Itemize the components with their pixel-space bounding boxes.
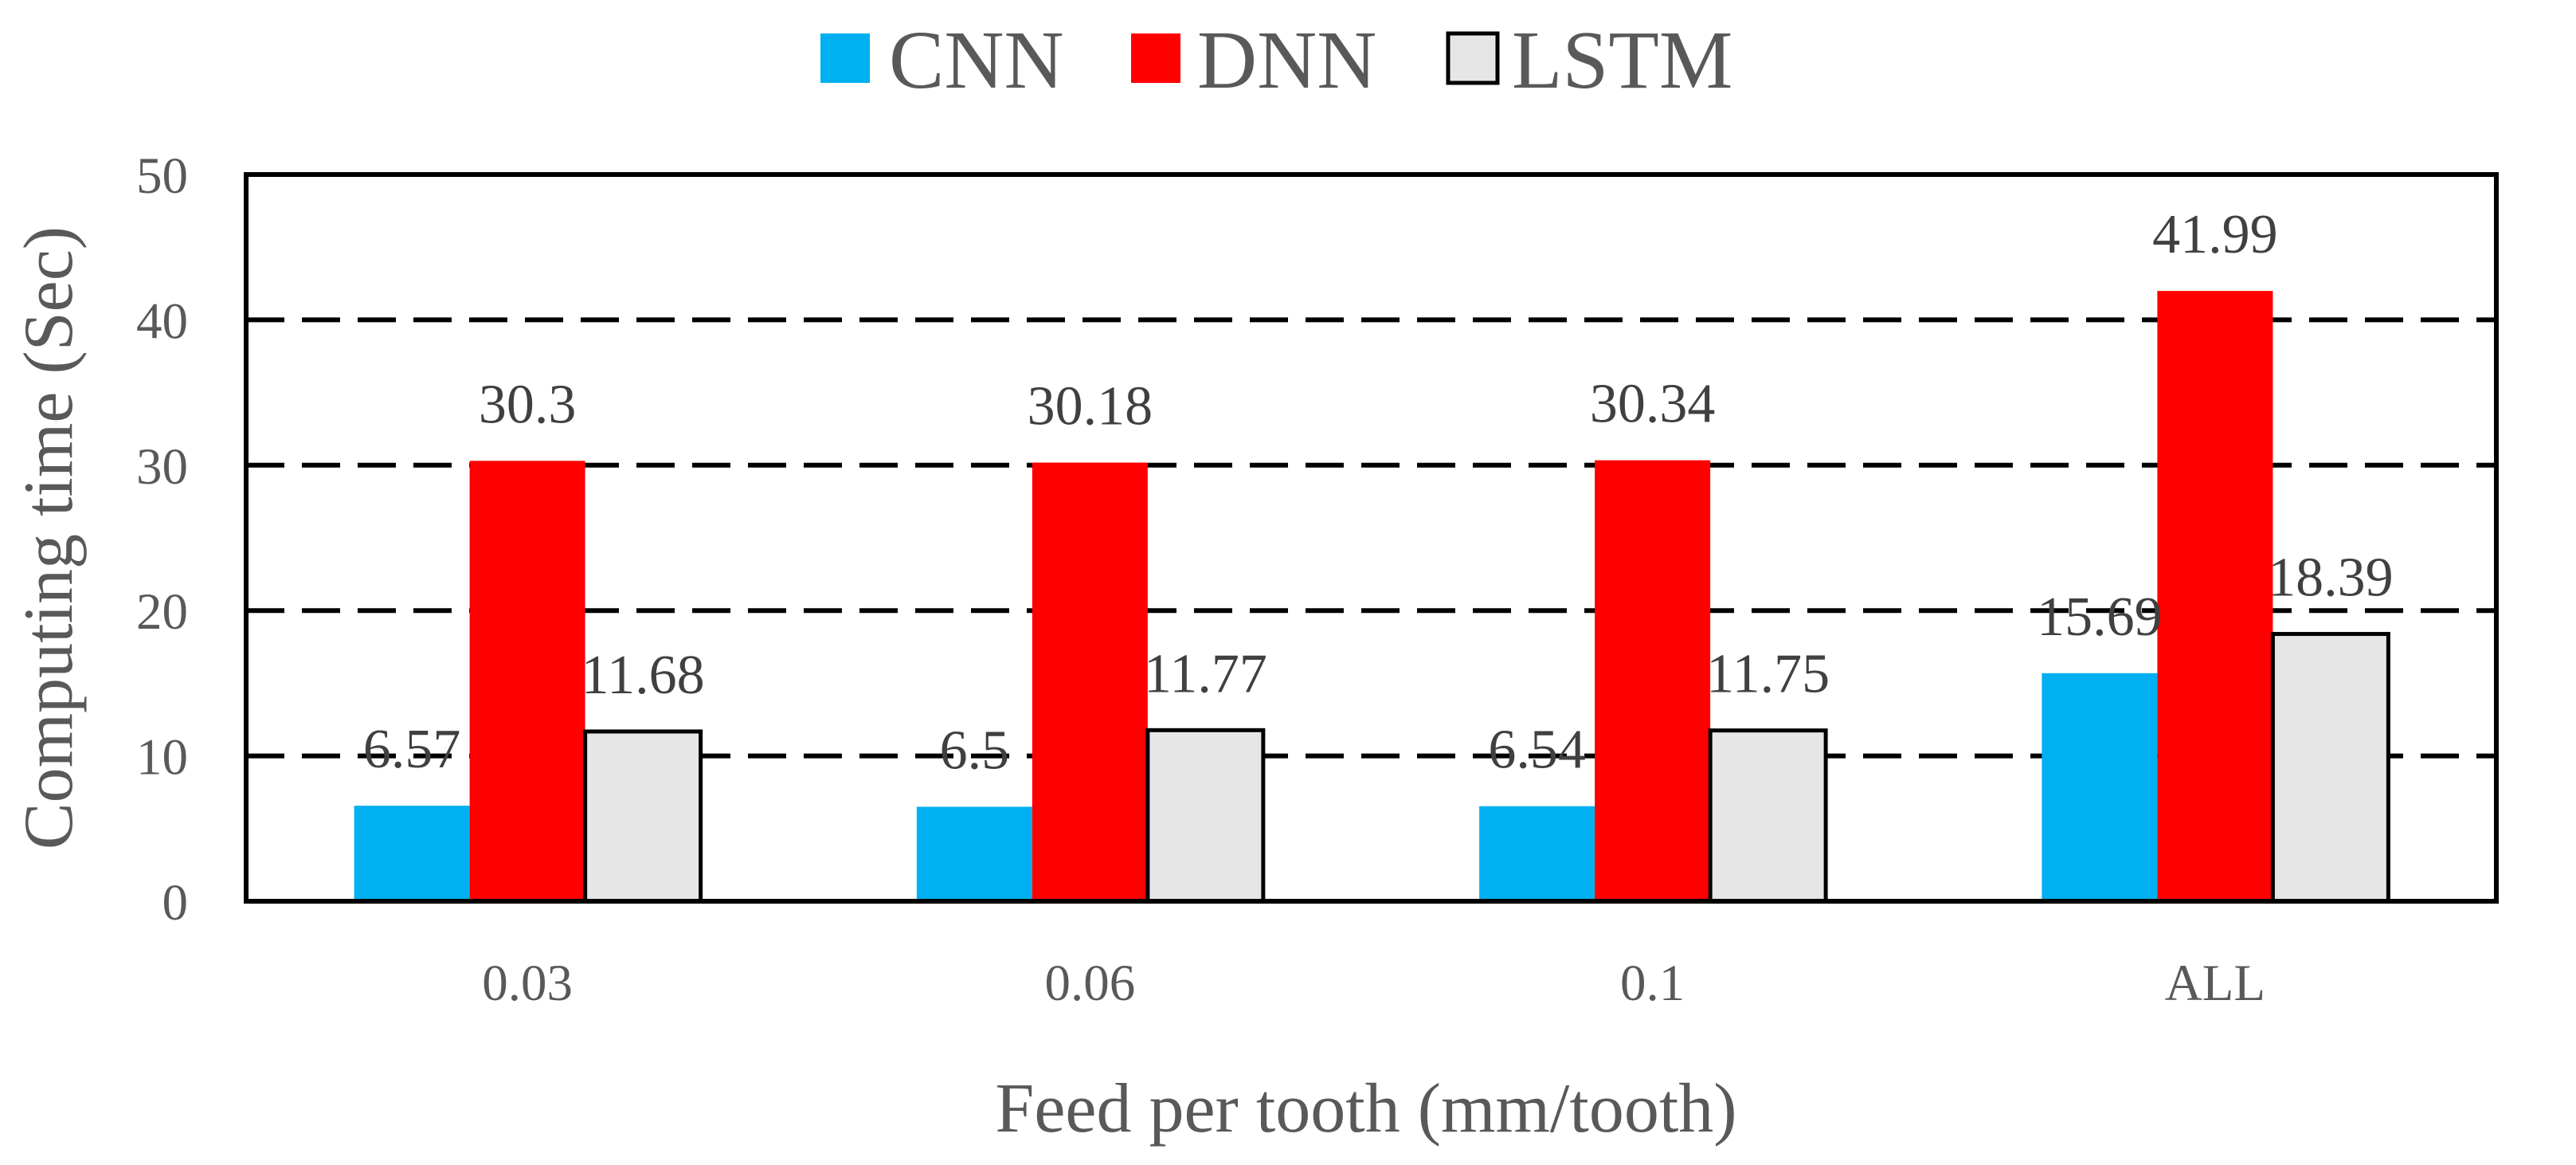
data-label-dnn: 30.18 [1028,376,1153,437]
y-tick-labels: 0 10 20 30 40 50 [136,147,188,932]
bar-lstm-3 [2270,632,2390,904]
bar-dnn-3 [2157,291,2273,901]
data-label-cnn: 6.5 [940,720,1010,781]
legend-swatch-cnn [820,33,870,83]
data-label-lstm: 11.75 [1706,644,1830,705]
data-label-cnn: 6.57 [363,719,461,780]
y-tick-label: 0 [162,874,189,932]
bar-dnn-2 [1595,460,1711,901]
x-tick-label: 0.06 [1045,955,1136,1012]
bar-cnn-2 [1479,806,1595,901]
y-tick-label: 30 [136,438,188,496]
data-label-dnn: 41.99 [2152,204,2278,265]
y-tick-label: 50 [136,147,188,205]
data-label-lstm: 11.68 [581,645,705,706]
data-label-lstm: 18.39 [2268,547,2394,609]
plot-frame [244,172,2499,904]
data-label-cnn: 15.69 [2037,586,2163,648]
x-axis-title: Feed per tooth (mm/tooth) [995,1070,1736,1147]
data-label-lstm: 11.77 [1144,643,1267,704]
y-tick-label: 40 [136,292,188,350]
bar-cnn-0 [354,806,470,901]
x-tick-label: 0.1 [1620,955,1685,1012]
legend: CNN DNN LSTM [820,14,1732,106]
bar-cnn-3 [2042,673,2158,901]
bar-lstm-2 [1708,728,1828,904]
legend-swatch-lstm [1446,31,1500,85]
y-tick-label: 10 [136,729,188,786]
bar-dnn-0 [469,461,585,901]
bar-dnn-1 [1032,462,1148,901]
y-axis-title: Computing time (Sec) [10,226,88,849]
bar-cnn-1 [916,806,1032,901]
legend-label-lstm: LSTM [1512,14,1732,106]
y-tick-label: 20 [136,583,188,641]
x-tick-label: ALL [2165,955,2265,1012]
data-label-dnn: 30.3 [479,374,577,435]
bar-lstm-0 [583,729,703,904]
legend-label-dnn: DNN [1197,14,1376,106]
data-label-dnn: 30.34 [1590,374,1716,435]
x-tick-labels: 0.03 0.06 0.1 ALL [482,955,2265,1012]
x-tick-label: 0.03 [482,955,573,1012]
data-label-cnn: 6.54 [1488,720,1586,781]
legend-label-cnn: CNN [889,14,1064,106]
data-labels: 6.57 30.3 11.68 6.5 30.18 11.77 6.54 30.34 11.75… [363,204,2394,781]
bars [354,291,2390,904]
bar-lstm-1 [1145,728,1266,904]
legend-swatch-dnn [1131,33,1180,83]
